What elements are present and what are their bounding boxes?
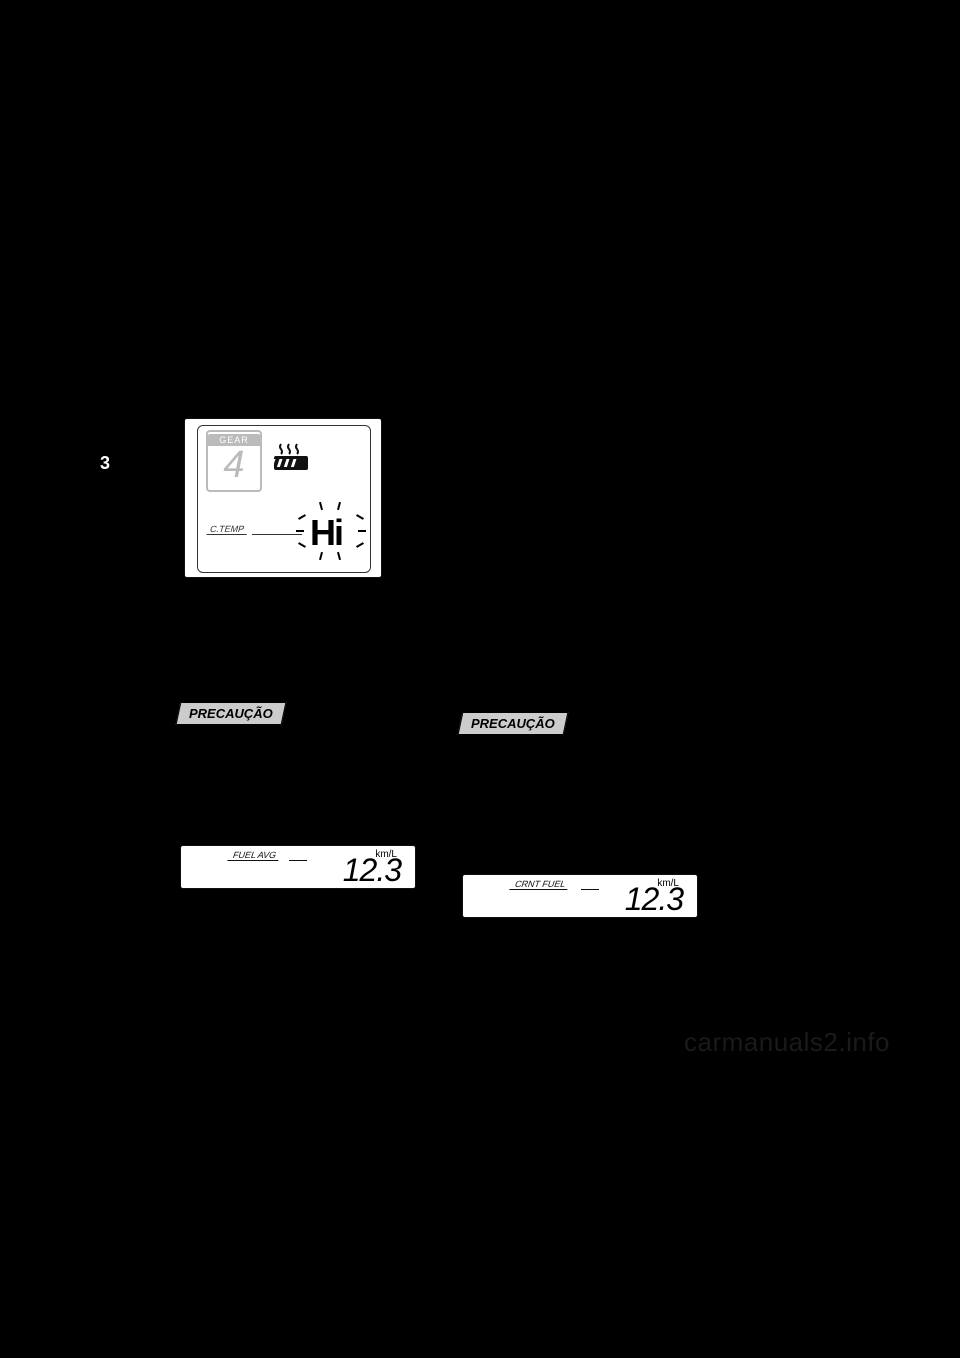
precaucao-text-left: Interrompa a utilização do motor se este… xyxy=(178,742,463,781)
section-heading-right: Visor do consumo de combustível instantâ… xyxy=(460,835,745,853)
crnt-fuel-label: CRNT FUEL xyxy=(511,879,569,890)
fuel-avg-display: FUEL AVG km/L 12.3 xyxy=(180,845,416,889)
nota-heading-right: NOTA xyxy=(460,609,745,626)
column-left: GEAR 4 C.TEMP xyxy=(178,418,463,889)
connector-line xyxy=(289,860,307,861)
flash-tick xyxy=(298,514,306,520)
nota-text-right: Depois de reiniciar o consumo de combust… xyxy=(460,630,745,688)
watermark: carmanuals2.info xyxy=(684,1027,890,1058)
rule-thick xyxy=(460,698,745,700)
right-para-3: Para reiniciar o visor do consumo médio … xyxy=(460,510,745,588)
rule xyxy=(460,691,745,692)
flash-tick xyxy=(298,542,306,548)
lcd-inner-frame: GEAR 4 C.TEMP xyxy=(197,425,371,573)
rule xyxy=(566,733,745,734)
chapter-number: 3 xyxy=(100,453,110,474)
rule-thick xyxy=(460,819,745,821)
connector-line xyxy=(581,889,599,890)
nota-heading-left: NOTA xyxy=(178,600,463,617)
flash-tick xyxy=(319,552,323,560)
rule-thick xyxy=(178,790,463,792)
nota-text-left: Quando estiver a ser usada a visualizaçã… xyxy=(178,621,463,679)
hi-text: Hi xyxy=(310,512,342,554)
page: 3 GEAR 4 xyxy=(0,0,960,1358)
precaucao-box-right: PRECAUÇÃO PCA15474 Caso se verifique uma… xyxy=(460,712,745,821)
flash-tick xyxy=(337,502,341,510)
right-para-2: Para alternar entre estas configurações … xyxy=(460,467,745,506)
flash-tick xyxy=(358,530,366,532)
rule xyxy=(178,681,463,682)
lcd-panel: GEAR 4 C.TEMP xyxy=(184,418,382,578)
flash-tick xyxy=(356,542,364,548)
flash-tick xyxy=(296,530,304,532)
rule xyxy=(178,783,463,784)
ctemp-connector-line xyxy=(252,534,302,535)
precaucao-label: PRECAUÇÃO xyxy=(458,712,569,735)
precaucao-code: PCA10022 xyxy=(178,727,463,736)
column-right: O visor do consumo de combustível médio … xyxy=(460,405,745,918)
chapter-tab: 3 xyxy=(92,448,118,478)
section-heading-left: Visor do consumo médio de combustível xyxy=(178,806,463,824)
rule xyxy=(460,812,745,813)
crnt-fuel-value: 12.3 xyxy=(625,881,683,918)
precaucao-box-left: PRECAUÇÃO PCA10022 Interrompa a utilizaç… xyxy=(178,702,463,792)
flash-tick xyxy=(319,502,323,510)
gear-value: 4 xyxy=(208,446,260,484)
ctemp-label: C.TEMP xyxy=(208,524,248,535)
rule-thick xyxy=(178,688,463,690)
flash-tick xyxy=(356,514,364,520)
precaucao-code: PCA15474 xyxy=(460,737,745,746)
fuel-avg-label: FUEL AVG xyxy=(229,850,280,861)
precaucao-label: PRECAUÇÃO xyxy=(176,702,287,725)
overheat-icon xyxy=(272,442,312,481)
gear-box: GEAR 4 xyxy=(206,430,262,492)
fuel-avg-value: 12.3 xyxy=(343,852,401,889)
rule xyxy=(284,723,463,724)
right-para-1: O visor do consumo de combustível médio … xyxy=(460,405,745,463)
hi-indicator: Hi xyxy=(310,512,342,554)
crnt-fuel-display: CRNT FUEL km/L 12.3 xyxy=(462,874,698,918)
precaucao-text-right: Caso se verifique uma avaria, "– –.–" se… xyxy=(460,752,745,810)
